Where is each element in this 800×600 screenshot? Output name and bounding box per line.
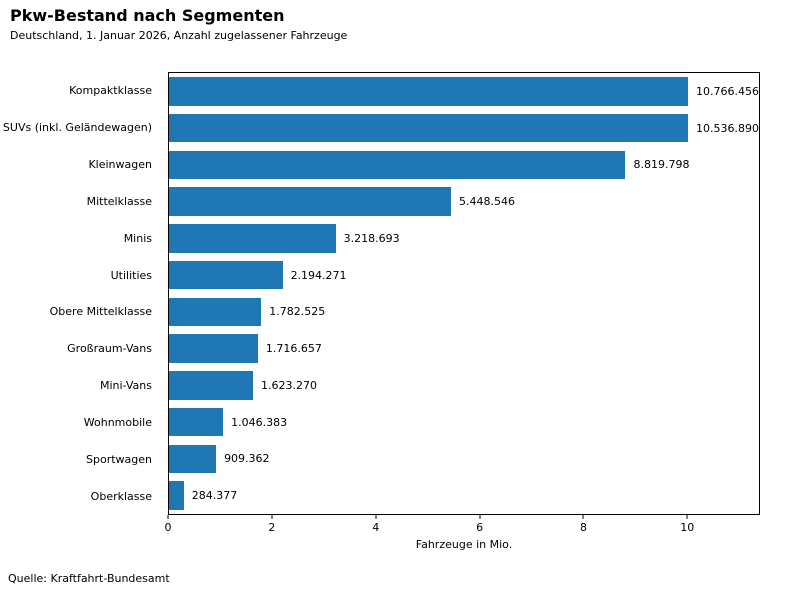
bar xyxy=(169,334,258,363)
category-label: Oberklasse xyxy=(90,490,152,504)
bar xyxy=(169,224,336,253)
bar xyxy=(169,260,283,290)
bar-row: 3.218.693 xyxy=(169,220,759,257)
x-tick-label: 6 xyxy=(476,521,484,534)
x-axis-ticks: 0 2 4 6 8 10 xyxy=(164,515,760,539)
bar xyxy=(169,444,217,474)
bar-value-label: 1.623.270 xyxy=(261,378,317,392)
plot-area: 10.766.456 10.536.890 8.819.798 5.448.546 3.… xyxy=(168,72,760,515)
bar xyxy=(169,297,262,327)
bar-value-label: 284.377 xyxy=(191,489,238,503)
plot-rows: 10.766.456 10.536.890 8.819.798 5.448.546 3.… xyxy=(169,73,759,514)
bar-row: 1.046.383 xyxy=(169,404,759,441)
bar-row: 1.782.525 xyxy=(169,294,759,331)
bar xyxy=(169,187,451,216)
bar xyxy=(169,371,253,400)
bar-value-label: 5.448.546 xyxy=(458,195,515,209)
category-label: Sportwagen xyxy=(86,453,152,467)
category-label: Kompaktklasse xyxy=(69,83,152,97)
bar xyxy=(169,407,224,437)
bar xyxy=(169,77,689,106)
bar-value-label: 1.716.657 xyxy=(265,342,322,356)
bar-value-label: 2.194.271 xyxy=(290,268,347,282)
bar-row: 10.766.456 xyxy=(169,73,759,110)
category-label: Minis xyxy=(123,231,152,245)
y-axis-labels: Kompaktklasse SUVs (inkl. Geländewagen) Kl… xyxy=(0,72,160,515)
bar-row: 10.536.890 xyxy=(169,110,759,147)
category-label: Mini-Vans xyxy=(99,379,152,393)
bar-value-label: 10.536.890 xyxy=(696,121,759,135)
bar-row: 2.194.271 xyxy=(169,257,759,294)
x-tick-mark xyxy=(271,515,273,519)
bar-value-label: 8.819.798 xyxy=(633,158,690,172)
bar xyxy=(169,150,626,180)
x-tick-mark xyxy=(582,515,584,519)
chart-subtitle: Deutschland, 1. Januar 2026, Anzahl zuge… xyxy=(10,29,348,42)
category-label: Utilities xyxy=(110,268,152,282)
x-tick-mark xyxy=(479,515,481,519)
category-label: Mittelklasse xyxy=(86,194,152,208)
bar-row: 284.377 xyxy=(169,477,759,514)
chart-title: Pkw-Bestand nach Segmenten xyxy=(10,6,285,25)
x-tick-mark xyxy=(167,515,169,519)
x-tick-label: 0 xyxy=(164,521,172,534)
x-axis-label: Fahrzeuge in Mio. xyxy=(415,538,513,551)
category-label: Obere Mittelklasse xyxy=(49,305,152,319)
bar-row: 1.623.270 xyxy=(169,367,759,404)
category-label: Kleinwagen xyxy=(88,157,152,171)
bar-value-label: 3.218.693 xyxy=(343,231,400,245)
bar-value-label: 1.046.383 xyxy=(231,415,288,429)
x-tick-label: 4 xyxy=(372,521,380,534)
bar-row: 5.448.546 xyxy=(169,183,759,220)
x-tick-label: 10 xyxy=(680,521,695,534)
bar-value-label: 1.782.525 xyxy=(269,305,326,319)
x-tick-mark xyxy=(375,515,377,519)
x-tick-label: 2 xyxy=(268,521,276,534)
category-label: Großraum-Vans xyxy=(67,342,152,356)
x-tick-mark xyxy=(686,515,688,519)
bar-value-label: 10.766.456 xyxy=(696,84,759,98)
bar xyxy=(169,113,689,143)
bar-row: 909.362 xyxy=(169,441,759,478)
x-tick-label: 8 xyxy=(579,521,587,534)
bar-row: 8.819.798 xyxy=(169,147,759,184)
category-label: Wohnmobile xyxy=(83,416,152,430)
source-note: Quelle: Kraftfahrt-Bundesamt xyxy=(8,572,170,585)
bar-row: 1.716.657 xyxy=(169,330,759,367)
bar-value-label: 909.362 xyxy=(224,452,270,466)
category-label: SUVs (inkl. Geländewagen) xyxy=(2,120,152,134)
bar xyxy=(169,481,184,510)
